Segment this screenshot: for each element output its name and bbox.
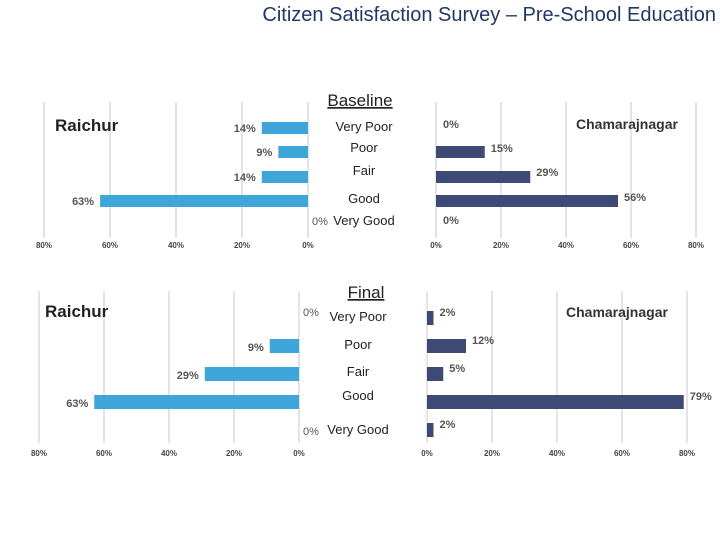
- right-axis-tick: 80%: [688, 241, 704, 250]
- category-label: Poor: [350, 140, 378, 155]
- left-axis-tick: 20%: [234, 241, 250, 250]
- value-label-raichur: 0%: [312, 216, 328, 228]
- right-axis-tick: 20%: [484, 449, 500, 458]
- bar-raichur: [261, 122, 308, 134]
- series-label-chamarajnagar: Chamarajnagar: [566, 304, 668, 320]
- bar-chamarajnagar: [427, 423, 434, 437]
- left-axis-tick: 80%: [36, 241, 52, 250]
- value-label-raichur: 63%: [66, 398, 88, 410]
- left-axis-tick: 20%: [226, 449, 242, 458]
- chart-title: Final: [348, 283, 385, 302]
- value-label-raichur: 0%: [303, 307, 319, 319]
- value-label-raichur: 9%: [248, 342, 264, 354]
- bar-chamarajnagar: [427, 395, 684, 409]
- right-axis-tick: 20%: [493, 241, 509, 250]
- bar-raichur: [269, 339, 299, 353]
- bar-raichur: [94, 395, 299, 409]
- value-label-chamarajnagar: 29%: [536, 167, 558, 179]
- series-label-raichur: Raichur: [55, 116, 119, 135]
- series-label-chamarajnagar: Chamarajnagar: [576, 116, 678, 132]
- bar-raichur: [278, 146, 308, 158]
- value-label-raichur: 29%: [177, 370, 199, 382]
- bar-raichur: [100, 195, 308, 207]
- value-label-raichur: 14%: [234, 123, 256, 135]
- chart-title: Baseline: [327, 91, 392, 110]
- value-label-chamarajnagar: 2%: [440, 419, 456, 431]
- left-axis-tick: 0%: [302, 241, 314, 250]
- right-axis-tick: 40%: [558, 241, 574, 250]
- bar-chamarajnagar: [436, 146, 485, 158]
- value-label-chamarajnagar: 2%: [440, 307, 456, 319]
- bar-raichur: [204, 367, 299, 381]
- category-label: Very Good: [327, 422, 388, 437]
- bar-chamarajnagar: [427, 367, 444, 381]
- category-label: Good: [348, 191, 380, 206]
- series-label-raichur: Raichur: [45, 302, 109, 321]
- right-axis-tick: 60%: [614, 449, 630, 458]
- bar-chamarajnagar: [436, 195, 618, 207]
- bar-raichur: [261, 171, 308, 183]
- category-label: Good: [342, 388, 374, 403]
- right-axis-tick: 80%: [679, 449, 695, 458]
- value-label-chamarajnagar: 15%: [491, 143, 513, 155]
- value-label-raichur: 14%: [234, 172, 256, 184]
- value-label-raichur: 0%: [303, 426, 319, 438]
- left-axis-tick: 80%: [31, 449, 47, 458]
- value-label-chamarajnagar: 0%: [443, 119, 459, 131]
- category-label: Very Poor: [329, 309, 387, 324]
- left-axis-tick: 60%: [102, 241, 118, 250]
- left-axis-tick: 0%: [293, 449, 305, 458]
- category-label: Fair: [347, 364, 370, 379]
- category-label: Very Poor: [335, 119, 393, 134]
- value-label-chamarajnagar: 5%: [449, 363, 465, 375]
- right-axis-tick: 0%: [421, 449, 433, 458]
- value-label-raichur: 63%: [72, 196, 94, 208]
- left-axis-tick: 40%: [161, 449, 177, 458]
- left-axis-tick: 60%: [96, 449, 112, 458]
- left-axis-tick: 40%: [168, 241, 184, 250]
- right-axis-tick: 40%: [549, 449, 565, 458]
- page-title: Citizen Satisfaction Survey – Pre-School…: [262, 4, 716, 26]
- right-axis-tick: 0%: [430, 241, 442, 250]
- value-label-raichur: 9%: [256, 147, 272, 159]
- category-label: Poor: [344, 337, 372, 352]
- bar-chamarajnagar: [427, 339, 466, 353]
- value-label-chamarajnagar: 0%: [443, 215, 459, 227]
- value-label-chamarajnagar: 56%: [624, 192, 646, 204]
- bar-chamarajnagar: [436, 171, 531, 183]
- category-label: Fair: [353, 163, 376, 178]
- category-label: Very Good: [333, 213, 394, 228]
- value-label-chamarajnagar: 12%: [472, 335, 494, 347]
- right-axis-tick: 60%: [623, 241, 639, 250]
- bar-chamarajnagar: [427, 311, 434, 325]
- value-label-chamarajnagar: 79%: [690, 391, 712, 403]
